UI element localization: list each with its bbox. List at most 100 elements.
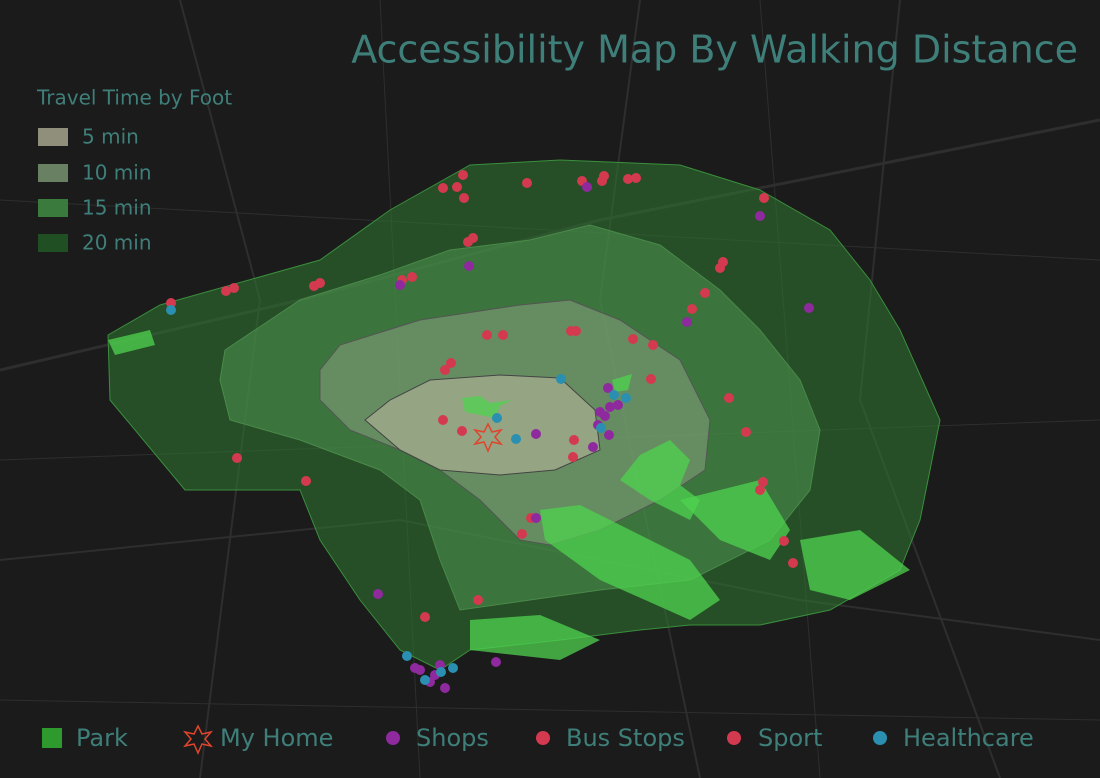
map-title: Accessibility Map By Walking Distance [351, 28, 1078, 72]
point-shop [410, 663, 420, 673]
point-shop [582, 182, 592, 192]
point-red [758, 477, 768, 487]
point-red [715, 263, 725, 273]
point-shop [604, 430, 614, 440]
points [166, 170, 814, 693]
point-red [498, 330, 508, 340]
point-shop [603, 383, 613, 393]
legend-label: 5 min [82, 125, 139, 149]
point-red [517, 529, 527, 539]
point-shop [464, 261, 474, 271]
home-marker [472, 422, 504, 453]
point-shop [600, 411, 610, 421]
legend-label: Park [76, 724, 128, 752]
point-red [309, 281, 319, 291]
point-healthcare [556, 374, 566, 384]
point-healthcare [436, 667, 446, 677]
point-red [468, 233, 478, 243]
point-red [438, 183, 448, 193]
legend-label: 10 min [82, 161, 152, 185]
point-red [779, 536, 789, 546]
legend-label: 20 min [82, 231, 152, 255]
point-red [166, 298, 176, 308]
point-red [440, 365, 450, 375]
point-red [420, 612, 430, 622]
point-red [452, 182, 462, 192]
point-red [788, 558, 798, 568]
point-red [700, 288, 710, 298]
point-red [628, 334, 638, 344]
legend-label: Shops [416, 724, 489, 752]
point-healthcare [420, 675, 430, 685]
point-red [232, 453, 242, 463]
point-red [569, 435, 579, 445]
travel-legend: 5 min 10 min 15 min 20 min [38, 125, 152, 255]
point-shop [373, 589, 383, 599]
point-healthcare [402, 651, 412, 661]
point-shop [755, 211, 765, 221]
point-red [571, 326, 581, 336]
point-red [446, 358, 456, 368]
point-red [438, 415, 448, 425]
legend-swatch [38, 164, 68, 182]
park [800, 530, 910, 600]
point-shop [531, 429, 541, 439]
legend-label: Bus Stops [566, 724, 685, 752]
point-red [687, 304, 697, 314]
point-shop [395, 280, 405, 290]
parks [108, 330, 910, 660]
point-red [459, 193, 469, 203]
legend-swatch [38, 199, 68, 217]
point-shop [804, 303, 814, 313]
point-red [221, 286, 231, 296]
point-red [229, 283, 239, 293]
point-red [301, 476, 311, 486]
point-healthcare [609, 390, 619, 400]
park [462, 396, 512, 418]
point-shop [682, 317, 692, 327]
legend-title: Travel Time by Foot [36, 86, 232, 110]
legend-sport [727, 731, 741, 745]
point-red [473, 595, 483, 605]
legend-shops [386, 731, 400, 745]
legend-label: Sport [758, 724, 822, 752]
point-red [482, 330, 492, 340]
point-healthcare [596, 423, 606, 433]
point-shop [588, 442, 598, 452]
point-red [457, 426, 467, 436]
point-healthcare [511, 434, 521, 444]
bottom-legend: Park My Home Shops Bus Stops Sport Healt… [42, 724, 1034, 755]
legend-park [42, 728, 62, 748]
legend-bus [536, 731, 550, 745]
point-red [597, 176, 607, 186]
point-shop [531, 513, 541, 523]
point-shop [605, 402, 615, 412]
point-red [724, 393, 734, 403]
point-red [741, 427, 751, 437]
point-red [648, 340, 658, 350]
point-healthcare [166, 305, 176, 315]
park [540, 505, 720, 620]
point-red [568, 452, 578, 462]
legend-label: 15 min [82, 196, 152, 220]
point-red [623, 174, 633, 184]
point-red [631, 173, 641, 183]
point-shop [440, 683, 450, 693]
park [680, 480, 790, 560]
point-red [646, 374, 656, 384]
point-red [759, 193, 769, 203]
legend-label: Healthcare [903, 724, 1034, 752]
point-red [407, 272, 417, 282]
point-shop [491, 657, 501, 667]
point-red [522, 178, 532, 188]
point-shop [613, 400, 623, 410]
legend-home [182, 724, 214, 755]
point-healthcare [621, 393, 631, 403]
point-healthcare [492, 413, 502, 423]
park [108, 330, 155, 355]
legend-swatch [38, 128, 68, 146]
park [470, 615, 600, 660]
point-red [458, 170, 468, 180]
legend-swatch [38, 234, 68, 252]
